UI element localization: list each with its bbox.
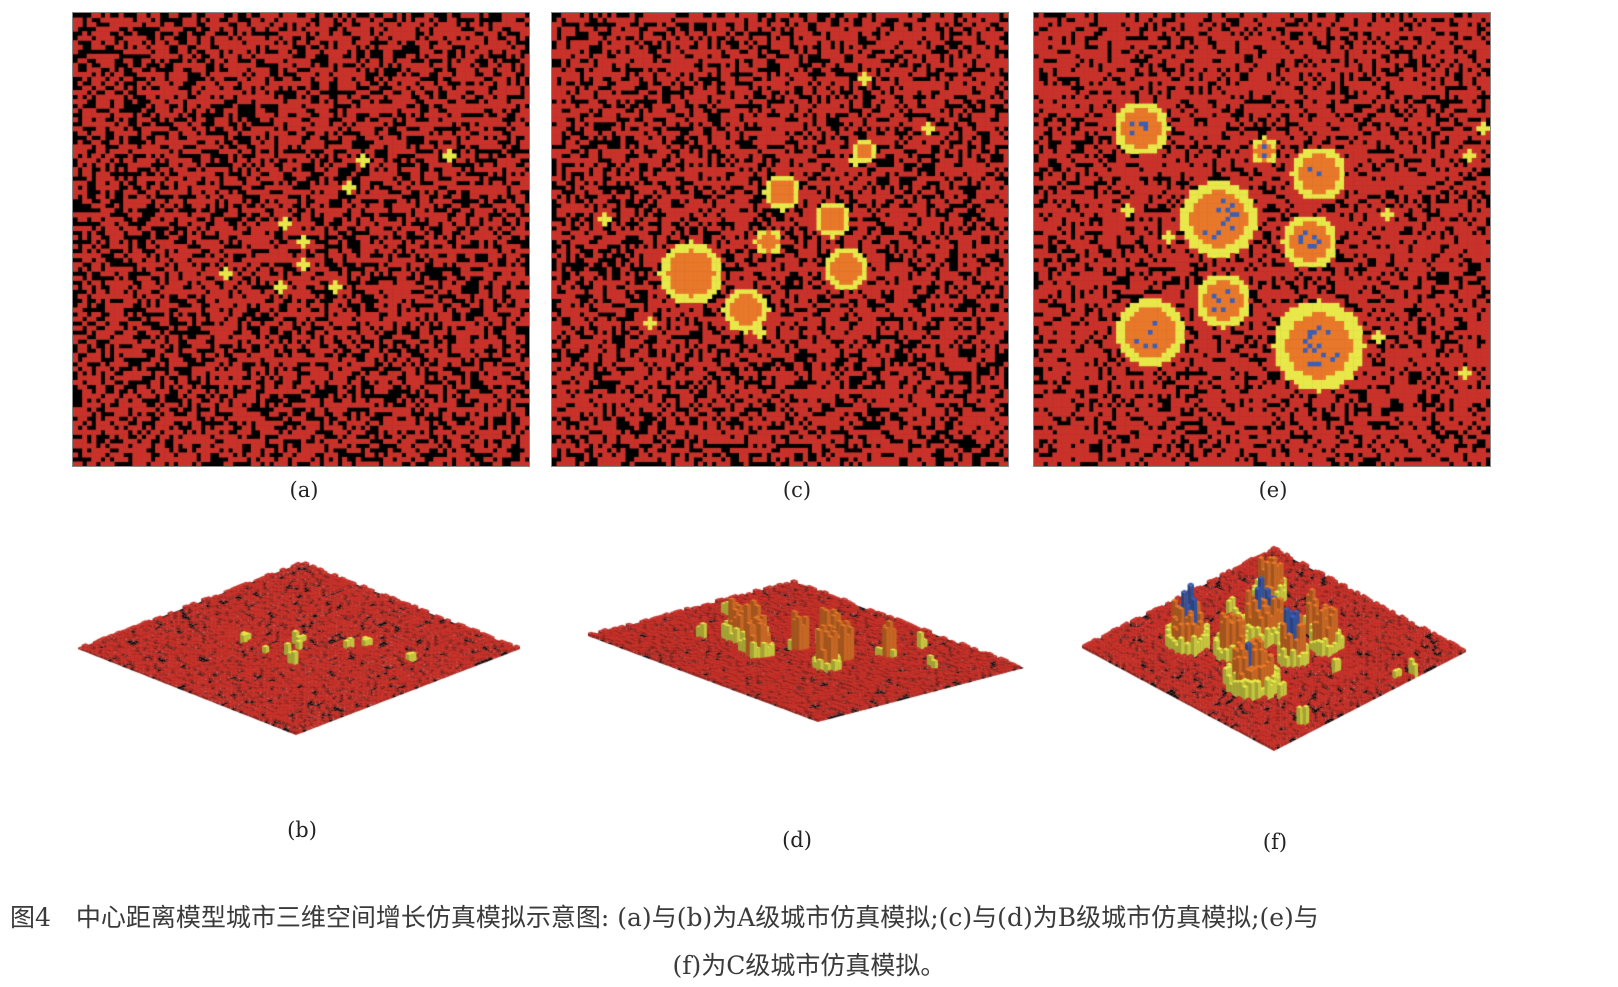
panel-d-canvas — [582, 560, 1032, 820]
figure-caption-line-1: 图4 中心距离模型城市三维空间增长仿真模拟示意图: (a)与(b)为A级城市仿真… — [10, 903, 1319, 932]
panel-c-canvas — [552, 13, 1008, 466]
panel-f-canvas — [1078, 535, 1473, 830]
panel-f-3d-view — [1078, 535, 1473, 830]
panel-a-canvas — [73, 13, 529, 466]
panel-a-label: (a) — [289, 478, 319, 502]
panel-a-2d-grid — [72, 12, 530, 467]
panel-b-label: (b) — [287, 818, 317, 842]
panel-e-2d-grid — [1033, 12, 1491, 467]
panel-d-3d-view — [582, 560, 1032, 820]
panel-b-canvas — [70, 545, 530, 810]
figure-caption-line-2: (f)为C级城市仿真模拟。 — [672, 951, 946, 980]
panel-e-label: (e) — [1258, 478, 1288, 502]
panel-e-canvas — [1034, 13, 1490, 466]
panel-d-label: (d) — [782, 828, 812, 852]
panel-f-label: (f) — [1262, 830, 1288, 854]
panel-c-label: (c) — [782, 478, 812, 502]
panel-b-3d-view — [70, 545, 530, 810]
panel-c-2d-grid — [551, 12, 1009, 467]
